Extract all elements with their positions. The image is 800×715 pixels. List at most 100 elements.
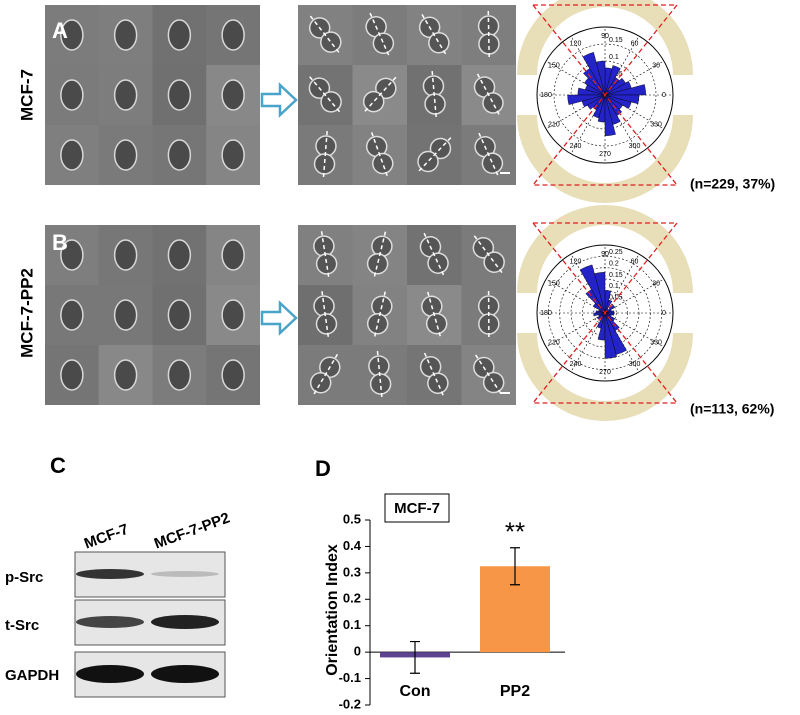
theta-tick-label: 60 [631, 41, 639, 48]
division-axis [476, 73, 501, 117]
panel-letter: B [52, 230, 68, 255]
grid-spoke [545, 94, 606, 130]
grid-circle [582, 290, 628, 336]
cell [167, 139, 192, 171]
grid-spoke [570, 94, 606, 155]
r-tick-label: 0.2 [609, 261, 619, 268]
division-axis [376, 351, 383, 399]
r-tick-label: 0.15 [609, 272, 623, 279]
cell-pair [313, 291, 338, 339]
theta-tick-label: 90 [601, 251, 609, 258]
cell [60, 299, 84, 331]
scale-bar [500, 172, 510, 174]
rose-petal [596, 312, 606, 320]
stat-label: (n=229, 37%) [690, 176, 775, 192]
dish-arc [517, 114, 693, 203]
rose-chart: 0.05 0.1 0.15 0.2 0.25 0 30 60 90 120 150 180 210 240… [517, 205, 693, 421]
division-axis [373, 231, 387, 279]
cell [60, 79, 84, 111]
y-tick-label: 0 [354, 644, 361, 659]
cell [221, 239, 245, 271]
rose-petal [587, 94, 606, 110]
theta-tick-label: 270 [599, 369, 611, 376]
cell [167, 19, 192, 51]
cell-pair [309, 353, 341, 397]
rose-petal [604, 94, 621, 125]
rose-petal [584, 77, 606, 96]
theta-tick-label: 150 [548, 280, 560, 287]
cell-pair [308, 15, 342, 55]
cell [221, 139, 245, 171]
division-axis [417, 137, 452, 173]
y-axis-label: Orientation Index [324, 544, 341, 676]
cell-pair [477, 10, 500, 60]
cell-pair [313, 231, 338, 279]
theta-tick-label: 210 [548, 121, 560, 128]
cell-pair [419, 232, 449, 278]
grid-spoke [604, 312, 640, 373]
error-bar [410, 640, 420, 674]
theta-tick-label: 240 [570, 143, 582, 150]
division-axis [478, 132, 500, 178]
cell [167, 359, 192, 391]
theta-tick-label: 180 [540, 92, 552, 99]
hourglass [531, 222, 679, 404]
grid-spoke [604, 94, 640, 155]
title-box [384, 493, 450, 523]
grid-spoke [604, 35, 640, 96]
division-axis [321, 291, 330, 339]
cell [60, 139, 84, 171]
cell-pair [477, 290, 500, 340]
cell-pair [418, 13, 450, 57]
theta-tick-label: 300 [629, 361, 641, 368]
scale-bar [500, 392, 510, 394]
grid-spoke [604, 278, 665, 314]
hourglass [531, 4, 679, 186]
blot-band [151, 615, 219, 629]
cell [167, 79, 192, 111]
blot-row-label: GAPDH [5, 667, 59, 684]
division-axis [475, 354, 503, 396]
division-axis [373, 291, 386, 339]
grid-spoke [604, 253, 640, 314]
cell-pair [473, 73, 504, 117]
cell [113, 359, 138, 391]
grid-spoke [545, 312, 606, 348]
theta-tick-label: 270 [599, 151, 611, 158]
cell-pair [366, 291, 393, 339]
row-label: MCF-7 [17, 69, 36, 121]
blot-row-label: t-Src [5, 617, 39, 634]
dish-arc [517, 0, 693, 76]
cell-pair [474, 132, 504, 178]
theta-tick-label: 240 [570, 361, 582, 368]
rose-petal [604, 77, 626, 96]
cell-pair [421, 291, 448, 339]
grid-circle [553, 43, 657, 147]
cell [221, 19, 245, 51]
cell [113, 19, 138, 51]
r-tick-label: 0.05 [609, 295, 623, 302]
cell [478, 33, 500, 55]
blot-band [76, 665, 144, 683]
cell [113, 239, 138, 271]
r-tick-label: 0.1 [609, 283, 619, 290]
division-axis [473, 235, 504, 275]
rose-petal [604, 65, 621, 96]
theta-tick-label: 300 [629, 143, 641, 150]
rose-chart: 0.050.10.1503060901201501802102402703003… [517, 0, 693, 203]
cell-pair [472, 235, 505, 275]
theta-tick-label: 60 [631, 259, 639, 266]
blot-band [151, 571, 219, 577]
theta-tick-label: 30 [652, 280, 660, 287]
cell [60, 19, 84, 51]
cell-pair [473, 354, 505, 396]
y-tick-label: 0.5 [343, 511, 361, 526]
theta-tick-label: 90 [601, 33, 609, 40]
theta-tick-label: 150 [548, 62, 560, 69]
rose-petal [604, 312, 615, 316]
row-label: MCF-7-PP2 [17, 268, 36, 358]
cell [221, 299, 245, 331]
division-axis [309, 15, 341, 55]
division-axis [309, 76, 342, 114]
cell [113, 139, 138, 171]
